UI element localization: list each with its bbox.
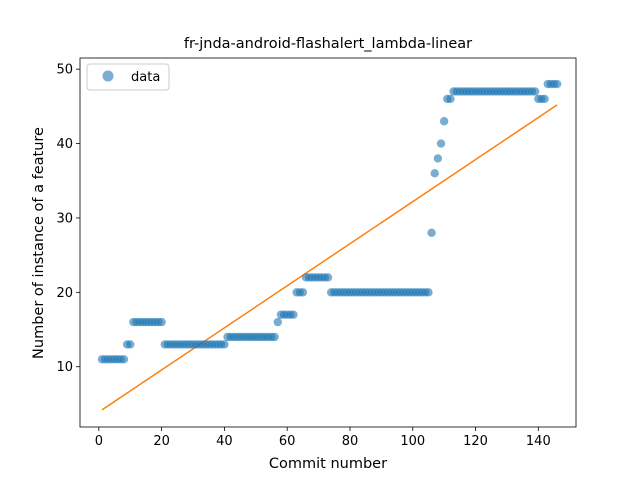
- y-tick-label: 30: [56, 211, 73, 226]
- y-axis-label: Number of instance of a feature: [31, 127, 47, 359]
- fit-line: [101, 104, 558, 411]
- x-tick-label: 100: [400, 434, 425, 449]
- x-tick-label: 40: [216, 434, 233, 449]
- y-tick-label: 50: [56, 63, 73, 78]
- x-axis-label: Commit number: [269, 456, 387, 472]
- x-tick-label: 140: [526, 434, 551, 449]
- legend-box: [86, 63, 170, 91]
- data-point: [119, 355, 129, 364]
- data-point: [220, 340, 229, 349]
- data-point: [436, 139, 446, 148]
- x-tick-label: 80: [342, 434, 359, 449]
- y-tick-label: 40: [56, 137, 73, 152]
- data-point: [430, 169, 439, 178]
- data-point: [289, 310, 298, 319]
- data-point: [540, 94, 549, 104]
- data-point: [433, 154, 443, 163]
- y-tick-label: 20: [56, 286, 73, 301]
- data-point: [552, 79, 562, 89]
- x-tick-label: 20: [153, 434, 170, 449]
- plot-frame: [79, 57, 577, 428]
- chart-title: fr-jnda-android-flashalert_lambda-linear: [184, 36, 472, 52]
- data-point: [323, 273, 333, 282]
- data-point: [446, 94, 455, 104]
- data-point: [530, 87, 540, 96]
- data-point: [126, 340, 135, 349]
- data-point: [427, 228, 436, 238]
- data-point: [157, 317, 166, 327]
- plot-area: 0 20 40 60 80 100 120 140 10 20 30 40 50: [56, 57, 577, 449]
- y-tick-label: 10: [56, 360, 73, 375]
- data-point: [298, 288, 308, 297]
- x-tick-label: 0: [95, 434, 103, 449]
- data-point: [273, 317, 282, 327]
- data-point: [424, 288, 433, 297]
- data-point: [270, 332, 279, 342]
- x-tick-label: 60: [279, 434, 296, 449]
- x-tick-label: 120: [463, 434, 488, 449]
- legend-label-data: data: [131, 70, 160, 85]
- legend: data: [86, 63, 170, 91]
- legend-marker-data: [102, 70, 114, 82]
- data-point: [439, 117, 449, 126]
